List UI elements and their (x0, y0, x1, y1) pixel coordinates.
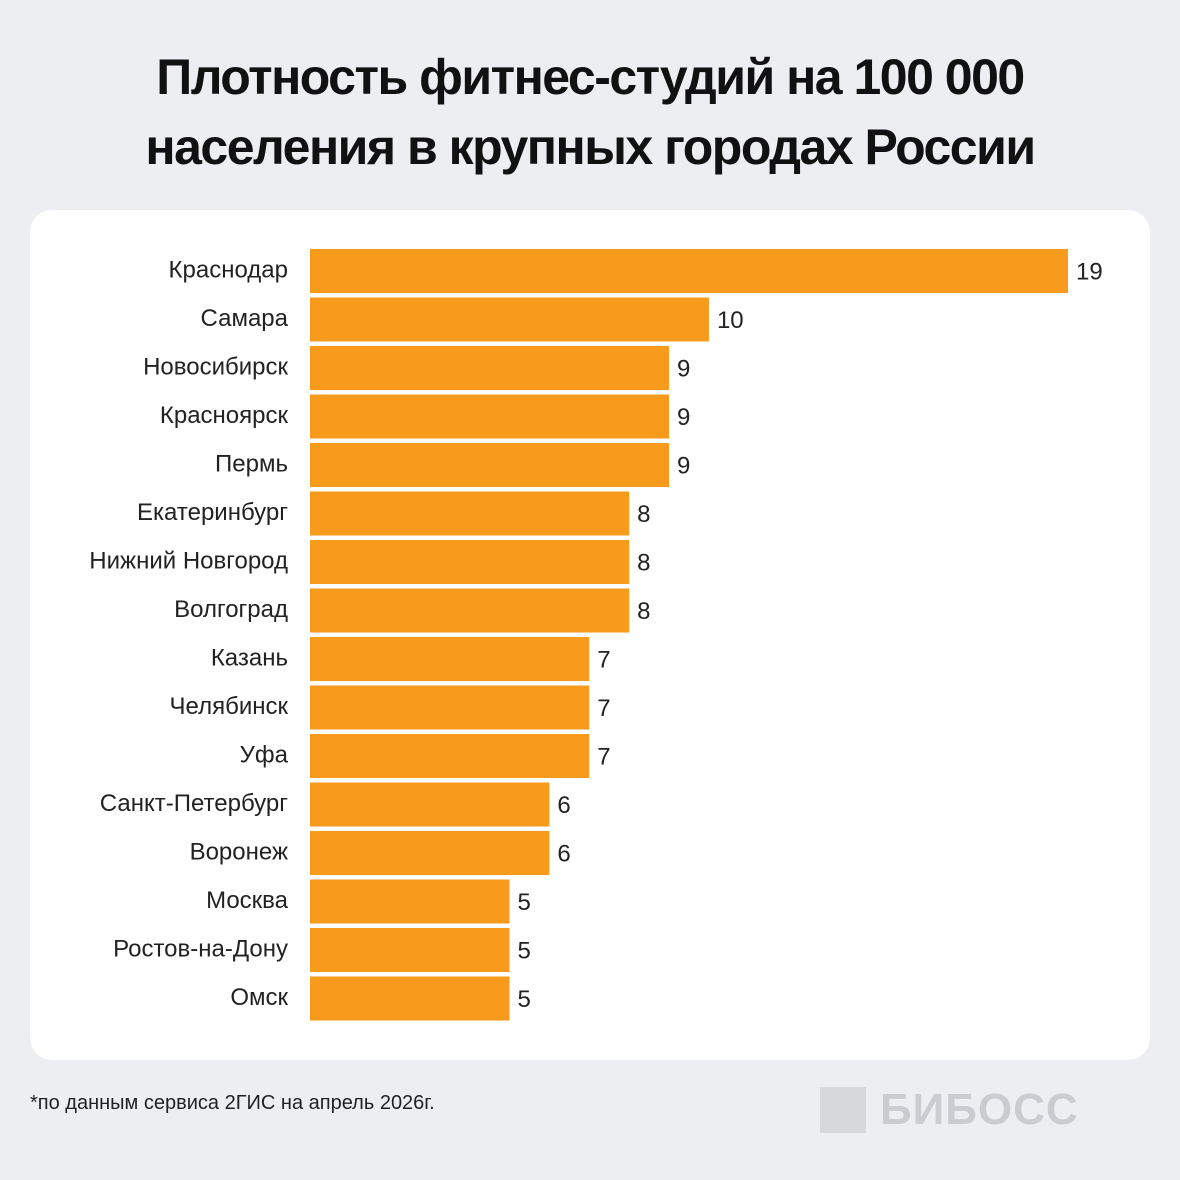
chart-title: Плотность фитнес-студий на 100 000 насел… (145, 49, 1036, 175)
y-tick-label: Нижний Новгород (89, 547, 288, 574)
bar (310, 249, 1068, 293)
y-tick-label: Краснодар (169, 256, 288, 283)
bar (310, 976, 510, 1021)
value-label: 6 (557, 792, 570, 819)
y-tick-label: Красноярск (160, 402, 289, 429)
value-label: 8 (637, 598, 650, 625)
value-label: 7 (597, 743, 610, 770)
brand-logo: БИБОСС (820, 1085, 1079, 1135)
brand-name: БИБОСС (880, 1085, 1079, 1134)
value-label: 9 (677, 404, 690, 431)
bar (310, 685, 590, 730)
value-label: 9 (677, 452, 690, 479)
bar (310, 443, 670, 487)
y-tick-label: Ростов-на-Дону (113, 935, 288, 962)
value-label: 7 (597, 646, 610, 673)
y-tick-label: Волгоград (174, 596, 288, 623)
y-tick-label: Уфа (240, 741, 289, 768)
y-tick-label: Пермь (215, 450, 288, 477)
bar (310, 346, 670, 390)
value-label: 7 (597, 695, 610, 722)
y-tick-label: Омск (230, 984, 288, 1011)
bar (310, 297, 709, 342)
footnote: *по данным сервиса 2ГИС на апрель 2026г. (30, 1092, 435, 1114)
value-label: 6 (557, 840, 570, 867)
value-label: 10 (717, 307, 744, 334)
bar (310, 394, 670, 439)
bar (310, 782, 550, 827)
bar (310, 588, 630, 633)
bar (310, 540, 630, 584)
value-label: 5 (517, 986, 530, 1013)
bar (310, 928, 510, 972)
logo-mark (820, 1087, 866, 1133)
value-label: 8 (637, 549, 650, 576)
value-label: 5 (517, 937, 530, 964)
bar (310, 831, 550, 875)
bar (310, 491, 630, 536)
y-tick-label: Воронеж (190, 838, 288, 865)
y-tick-label: Казань (211, 644, 288, 671)
value-label: 19 (1076, 258, 1103, 285)
bar (310, 734, 590, 778)
y-tick-label: Новосибирск (143, 353, 288, 380)
y-tick-label: Челябинск (170, 693, 289, 720)
y-tick-label: Самара (201, 305, 289, 332)
y-tick-label: Санкт-Петербург (100, 790, 288, 817)
y-tick-label: Москва (206, 887, 289, 914)
value-label: 8 (637, 501, 650, 528)
value-label: 5 (517, 889, 530, 916)
y-tick-label: Екатеринбург (137, 499, 288, 526)
bar (310, 879, 510, 924)
bar (310, 637, 590, 681)
value-label: 9 (677, 355, 690, 382)
